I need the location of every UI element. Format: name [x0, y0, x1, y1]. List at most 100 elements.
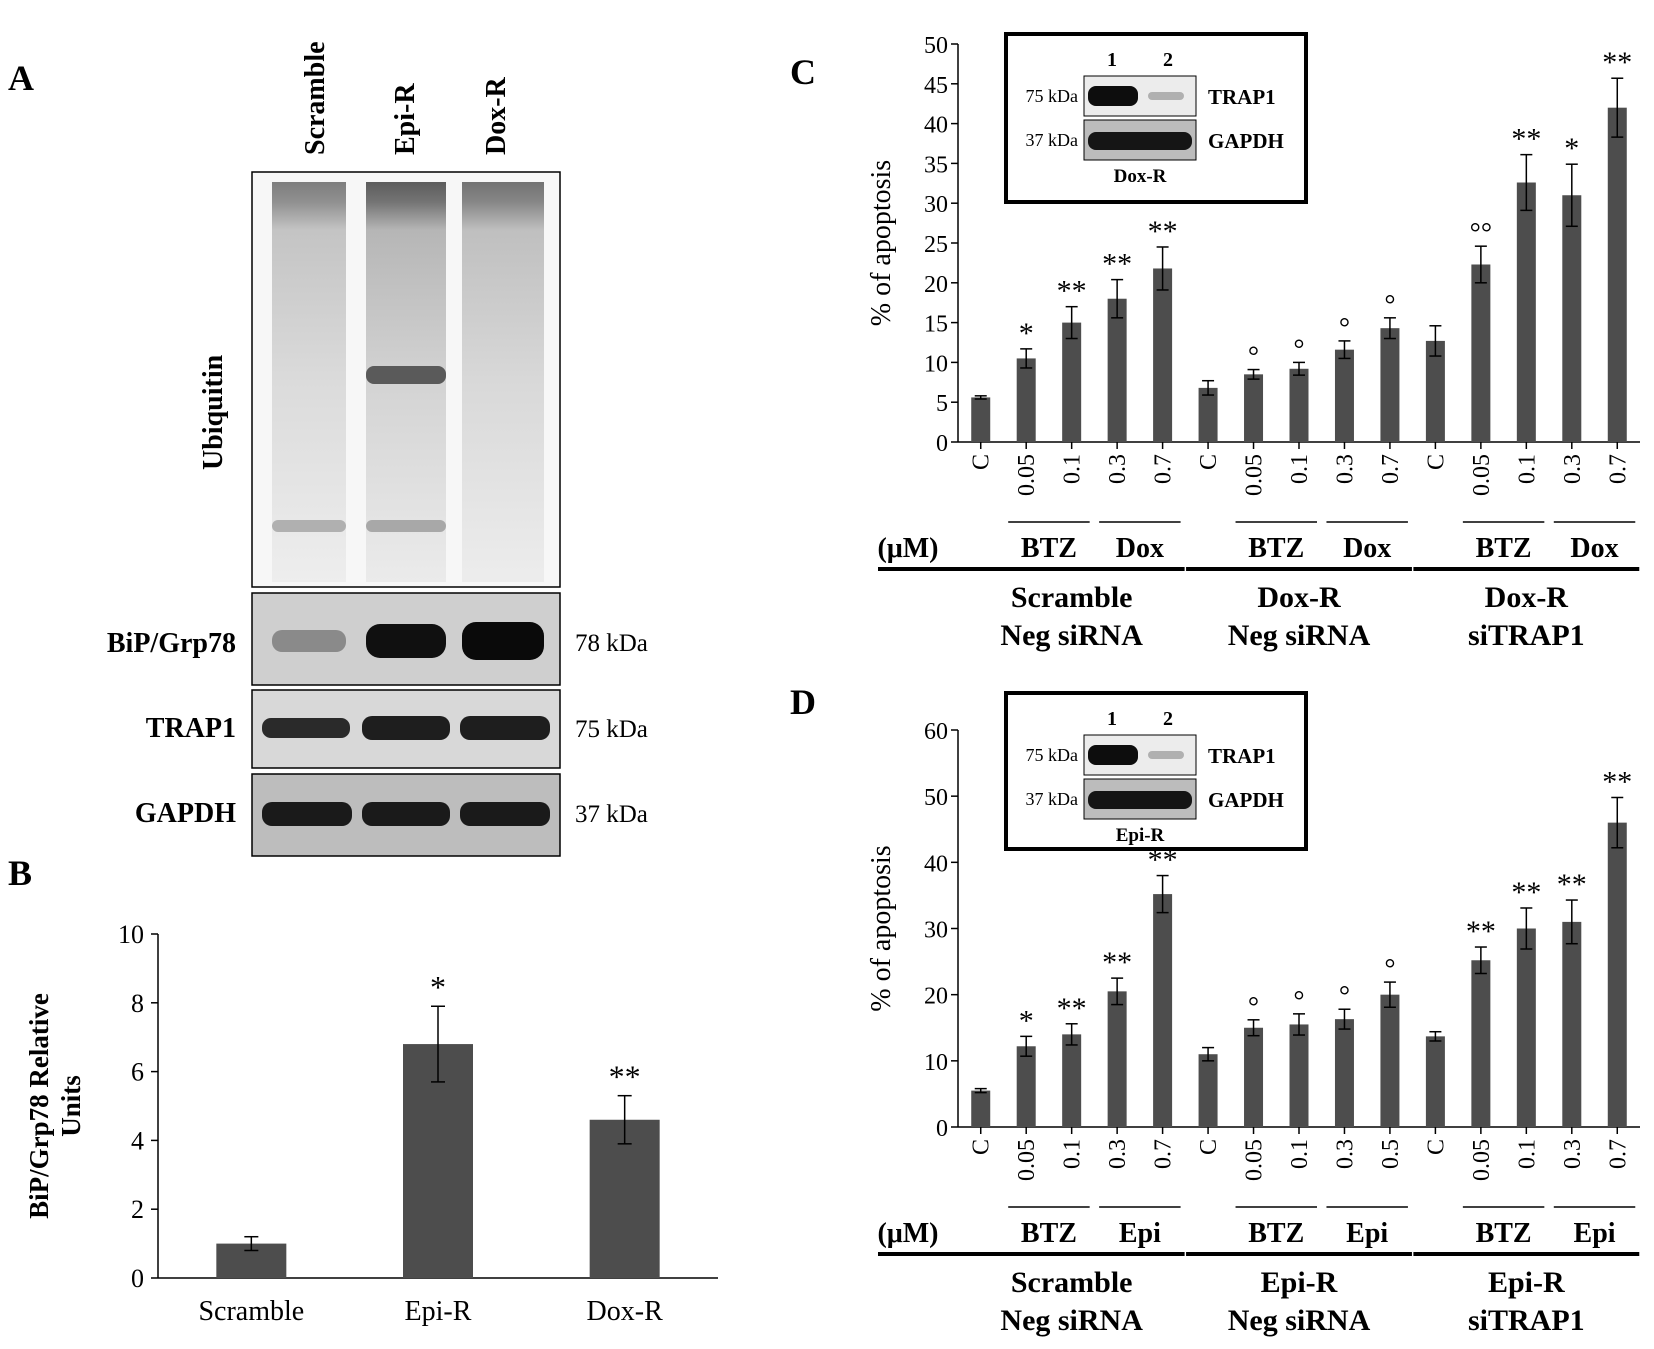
- significance-mark: °: [1248, 992, 1259, 1023]
- inset-kda-label: 75 kDa: [1026, 745, 1079, 765]
- dose-label: 0.05: [1469, 454, 1495, 496]
- dose-label: 0.05: [1242, 1139, 1268, 1181]
- significance-mark: °: [1384, 954, 1395, 985]
- bip-blot: BiP/Grp78 78 kDa: [107, 592, 648, 686]
- significance-mark: **: [1057, 992, 1087, 1025]
- dose-label: 0.1: [1514, 454, 1540, 484]
- dose-label: 0.1: [1287, 1139, 1313, 1169]
- inset-protein-label: TRAP1: [1208, 85, 1276, 109]
- dose-label: 0.7: [1605, 454, 1631, 484]
- dose-label: 0.1: [1060, 454, 1086, 484]
- bar: [1153, 268, 1173, 442]
- drug-label: Dox: [1570, 533, 1618, 564]
- bar: [1244, 374, 1264, 442]
- significance-mark: **: [1102, 946, 1132, 979]
- bar: [1425, 1036, 1445, 1127]
- bar: [1607, 107, 1627, 443]
- drug-label: BTZ: [1248, 533, 1304, 564]
- bar: [1198, 387, 1218, 442]
- dose-label: 0.05: [1469, 1139, 1495, 1181]
- y-axis-title-line: BiP/Grp78 Relative: [24, 993, 54, 1219]
- significance-mark: **: [1466, 915, 1496, 948]
- bar: [1471, 264, 1491, 442]
- inset-protein-label: TRAP1: [1208, 744, 1276, 768]
- bar: [1062, 1034, 1082, 1127]
- significance-mark: **: [1602, 765, 1632, 798]
- gapdh-label: GAPDH: [135, 798, 236, 829]
- chart-d: 0 10 20 30 40 50 60 % of apoptosis C * 0.05 ** 0.1 **…: [866, 719, 1640, 1337]
- inset-lane-label: 1: [1107, 49, 1117, 71]
- inset-lane-label: 2: [1163, 708, 1173, 730]
- y-tick-label: 20: [924, 272, 948, 298]
- group-label: Epi-R: [1488, 1266, 1565, 1299]
- inset-c: 1 2 75 kDa 37 kDa TRAP1 GAPDH Dox-R: [1004, 32, 1308, 204]
- group-label: Scramble: [1011, 1266, 1133, 1299]
- inset-d: 1 2 75 kDa 37 kDa TRAP1 GAPDH Epi-R: [1004, 691, 1308, 851]
- x-tick-label: Epi-R: [405, 1296, 472, 1327]
- inset-trap1-band: [1088, 745, 1138, 765]
- inset-gapdh-band: [1088, 132, 1192, 150]
- bar: [1289, 1024, 1309, 1127]
- dose-label: 0.7: [1378, 454, 1404, 484]
- y-tick-label: 5: [936, 391, 948, 417]
- y-tick-label: 0: [131, 1264, 144, 1293]
- group-label: Dox-R: [1485, 581, 1569, 614]
- dose-label: 0.3: [1332, 454, 1358, 484]
- bar: [1425, 340, 1445, 442]
- bar: [1289, 368, 1309, 442]
- dose-label: C: [969, 454, 995, 470]
- bar: [1516, 182, 1536, 442]
- bar: [1334, 1019, 1354, 1127]
- bar: [1107, 298, 1127, 442]
- significance-mark: **: [1602, 46, 1632, 79]
- dose-label: 0.1: [1060, 1139, 1086, 1169]
- dose-label: 0.3: [1560, 454, 1586, 484]
- bar: [403, 1044, 473, 1278]
- y-tick-label: 40: [924, 851, 948, 877]
- dose-label: 0.1: [1514, 1139, 1540, 1169]
- x-tick-label: Dox-R: [587, 1296, 664, 1327]
- panel-a: A Scramble Epi-R Dox-R Ubiquitin BiP/Grp…: [8, 41, 648, 857]
- dose-label: 0.7: [1151, 1139, 1177, 1169]
- gapdh-kda: 37 kDa: [575, 801, 648, 828]
- unit-label: (μM): [878, 533, 939, 564]
- significance-mark: °: [1248, 342, 1259, 373]
- y-axis-title: BiP/Grp78 RelativeUnits: [24, 993, 86, 1219]
- inset-gapdh-band: [1088, 791, 1192, 809]
- bar: [971, 397, 991, 442]
- bar: [1471, 960, 1491, 1127]
- group-label: Dox-R: [1257, 581, 1341, 614]
- significance-mark: *: [1564, 132, 1579, 165]
- bar: [1380, 328, 1400, 442]
- bar: [971, 1090, 991, 1127]
- inset-kda-label: 75 kDa: [1026, 86, 1079, 106]
- dose-label: C: [1423, 1139, 1449, 1155]
- y-tick-label: 10: [924, 1050, 948, 1076]
- significance-mark: °: [1339, 981, 1350, 1012]
- panel-b-letter: B: [8, 853, 32, 893]
- y-tick-label: 20: [924, 984, 948, 1010]
- y-axis-title-line: Units: [56, 1075, 86, 1137]
- bip-kda: 78 kDa: [575, 630, 648, 657]
- drug-label: Epi: [1119, 1218, 1161, 1249]
- dose-label: 0.7: [1605, 1139, 1631, 1169]
- significance-mark: °°: [1470, 218, 1492, 249]
- y-tick-label: 50: [924, 33, 948, 59]
- bip-label: BiP/Grp78: [107, 628, 236, 659]
- y-tick-label: 0: [936, 431, 948, 457]
- trap1-kda: 75 kDa: [575, 716, 648, 743]
- significance-mark: *: [1019, 1004, 1034, 1037]
- inset-lane-label: 2: [1163, 49, 1173, 71]
- y-tick-label: 6: [131, 1058, 144, 1087]
- y-tick-label: 50: [924, 785, 948, 811]
- chart-c: 0 5 10 15 20 25 30 35 40 45 50 % of apoptosis C * 0.05…: [866, 33, 1640, 652]
- significance-mark: **: [1511, 123, 1541, 156]
- y-tick-label: 60: [924, 719, 948, 745]
- inset-trap1-band-faint: [1148, 92, 1184, 100]
- bar: [1016, 358, 1036, 442]
- bar: [1562, 195, 1582, 442]
- significance-mark: *: [1019, 317, 1034, 350]
- y-tick-label: 25: [924, 232, 948, 258]
- inset-kda-label: 37 kDa: [1026, 130, 1079, 150]
